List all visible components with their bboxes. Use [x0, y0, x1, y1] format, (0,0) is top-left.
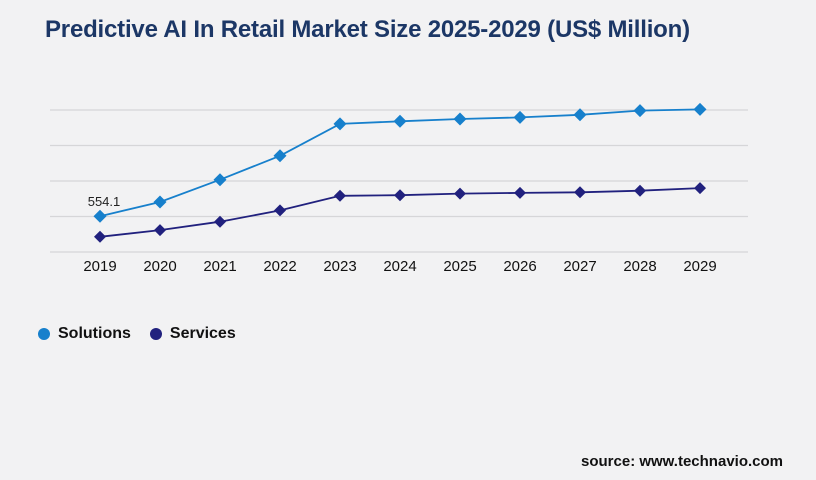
- legend-label-solutions: Solutions: [58, 325, 131, 342]
- data-point-marker-services: [94, 230, 106, 243]
- legend-item-services: Services: [149, 325, 236, 343]
- data-point-marker-solutions: [573, 108, 587, 122]
- data-point-marker-solutions: [633, 104, 647, 118]
- x-axis-label: 2020: [143, 258, 176, 275]
- services-legend-dot-icon: [149, 328, 162, 340]
- data-point-marker-solutions: [453, 112, 467, 126]
- data-point-marker-services: [334, 189, 346, 202]
- chart-title: Predictive AI In Retail Market Size 2025…: [45, 16, 690, 43]
- x-axis-label: 2029: [683, 258, 716, 275]
- data-point-marker-services: [274, 204, 286, 217]
- data-point-marker-services: [454, 187, 466, 200]
- x-axis-label: 2022: [263, 258, 296, 275]
- data-point-marker-solutions: [333, 117, 347, 131]
- chart-legend: Solutions Services: [38, 325, 236, 343]
- data-point-marker-services: [514, 186, 526, 199]
- x-axis-label: 2025: [443, 258, 476, 275]
- data-point-marker-solutions: [693, 102, 707, 116]
- data-point-marker-solutions: [273, 149, 287, 163]
- data-point-marker-solutions: [153, 195, 167, 209]
- solutions-legend-dot-icon: [38, 328, 50, 340]
- x-axis-label: 2023: [323, 258, 356, 275]
- legend-item-solutions: Solutions: [38, 325, 131, 343]
- x-axis-label: 2028: [623, 258, 656, 275]
- x-axis-label: 2021: [203, 258, 236, 275]
- data-point-marker-services: [634, 184, 646, 197]
- x-axis-label: 2026: [503, 258, 536, 275]
- data-point-marker-services: [214, 215, 226, 228]
- line-chart: 554.1 2019 2020 2021 2022 2023 2024 2025 2026 202…: [50, 102, 748, 275]
- data-point-marker-services: [574, 186, 586, 199]
- legend-label-services: Services: [169, 325, 236, 342]
- x-axis-label: 2027: [563, 258, 596, 275]
- data-point-marker-solutions: [513, 110, 527, 124]
- data-point-marker-services: [394, 189, 406, 202]
- data-point-marker-services: [694, 182, 706, 195]
- x-axis-label: 2024: [383, 258, 416, 275]
- data-label: 554.1: [88, 194, 121, 209]
- data-point-marker-solutions: [213, 173, 227, 187]
- source-attribution: source: www.technavio.com: [581, 453, 783, 470]
- data-point-marker-solutions: [93, 209, 107, 223]
- x-axis-label: 2019: [83, 258, 116, 275]
- data-point-marker-solutions: [393, 114, 407, 128]
- data-point-marker-services: [154, 224, 166, 237]
